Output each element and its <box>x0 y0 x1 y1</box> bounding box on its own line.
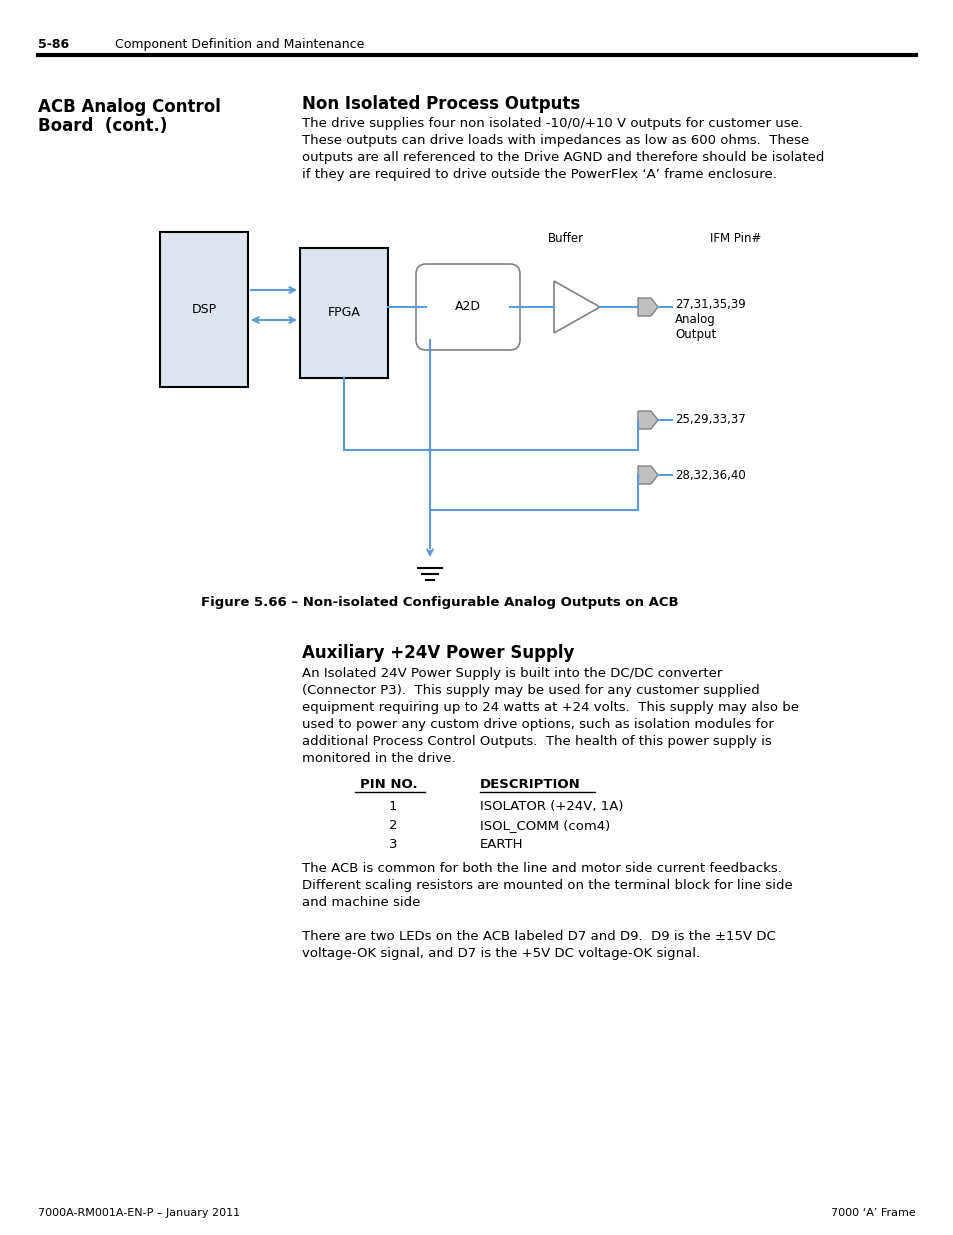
Text: The drive supplies four non isolated -10/0/+10 V outputs for customer use.: The drive supplies four non isolated -10… <box>302 117 802 130</box>
Text: DESCRIPTION: DESCRIPTION <box>479 778 580 790</box>
FancyBboxPatch shape <box>299 248 388 378</box>
Text: 27,31,35,39: 27,31,35,39 <box>675 298 745 311</box>
Text: (Connector P3).  This supply may be used for any customer supplied: (Connector P3). This supply may be used … <box>302 684 759 697</box>
Text: 28,32,36,40: 28,32,36,40 <box>675 468 745 482</box>
Text: The ACB is common for both the line and motor side current feedbacks.: The ACB is common for both the line and … <box>302 862 781 876</box>
Text: ISOLATOR (+24V, 1A): ISOLATOR (+24V, 1A) <box>479 800 623 813</box>
Text: and machine side: and machine side <box>302 897 420 909</box>
Text: Non Isolated Process Outputs: Non Isolated Process Outputs <box>302 95 579 112</box>
Text: 1: 1 <box>388 800 396 813</box>
FancyBboxPatch shape <box>416 264 519 350</box>
Text: additional Process Control Outputs.  The health of this power supply is: additional Process Control Outputs. The … <box>302 735 771 748</box>
Text: An Isolated 24V Power Supply is built into the DC/DC converter: An Isolated 24V Power Supply is built in… <box>302 667 721 680</box>
Text: FPGA: FPGA <box>327 306 360 320</box>
Text: Component Definition and Maintenance: Component Definition and Maintenance <box>115 38 364 51</box>
Text: Buffer: Buffer <box>547 232 583 245</box>
Text: 7000 ‘A’ Frame: 7000 ‘A’ Frame <box>830 1208 915 1218</box>
Text: EARTH: EARTH <box>479 839 523 851</box>
Text: monitored in the drive.: monitored in the drive. <box>302 752 456 764</box>
Text: Different scaling resistors are mounted on the terminal block for line side: Different scaling resistors are mounted … <box>302 879 792 892</box>
Text: ACB Analog Control: ACB Analog Control <box>38 98 221 116</box>
Polygon shape <box>638 298 658 316</box>
Text: voltage-OK signal, and D7 is the +5V DC voltage-OK signal.: voltage-OK signal, and D7 is the +5V DC … <box>302 947 700 960</box>
Polygon shape <box>638 466 658 484</box>
Text: PIN NO.: PIN NO. <box>359 778 417 790</box>
Text: 5-86: 5-86 <box>38 38 69 51</box>
Polygon shape <box>638 411 658 429</box>
Text: 3: 3 <box>388 839 396 851</box>
Text: A2D: A2D <box>455 300 480 314</box>
Polygon shape <box>554 282 599 333</box>
Text: DSP: DSP <box>192 303 216 316</box>
Text: 2: 2 <box>388 819 396 832</box>
Text: if they are required to drive outside the PowerFlex ‘A’ frame enclosure.: if they are required to drive outside th… <box>302 168 776 182</box>
Text: used to power any custom drive options, such as isolation modules for: used to power any custom drive options, … <box>302 718 773 731</box>
Text: IFM Pin#: IFM Pin# <box>709 232 760 245</box>
Text: Board  (cont.): Board (cont.) <box>38 117 167 135</box>
Text: outputs are all referenced to the Drive AGND and therefore should be isolated: outputs are all referenced to the Drive … <box>302 151 823 164</box>
Text: Output: Output <box>675 329 716 341</box>
Text: Auxiliary +24V Power Supply: Auxiliary +24V Power Supply <box>302 643 574 662</box>
FancyBboxPatch shape <box>160 232 248 387</box>
Text: Figure 5.66 – Non-isolated Configurable Analog Outputs on ACB: Figure 5.66 – Non-isolated Configurable … <box>201 597 679 609</box>
Text: There are two LEDs on the ACB labeled D7 and D9.  D9 is the ±15V DC: There are two LEDs on the ACB labeled D7… <box>302 930 775 944</box>
Text: 25,29,33,37: 25,29,33,37 <box>675 414 745 426</box>
Text: These outputs can drive loads with impedances as low as 600 ohms.  These: These outputs can drive loads with imped… <box>302 135 808 147</box>
Text: 7000A-RM001A-EN-P – January 2011: 7000A-RM001A-EN-P – January 2011 <box>38 1208 240 1218</box>
Text: equipment requiring up to 24 watts at +24 volts.  This supply may also be: equipment requiring up to 24 watts at +2… <box>302 701 799 714</box>
Text: ISOL_COMM (com4): ISOL_COMM (com4) <box>479 819 610 832</box>
Text: Analog: Analog <box>675 312 715 326</box>
